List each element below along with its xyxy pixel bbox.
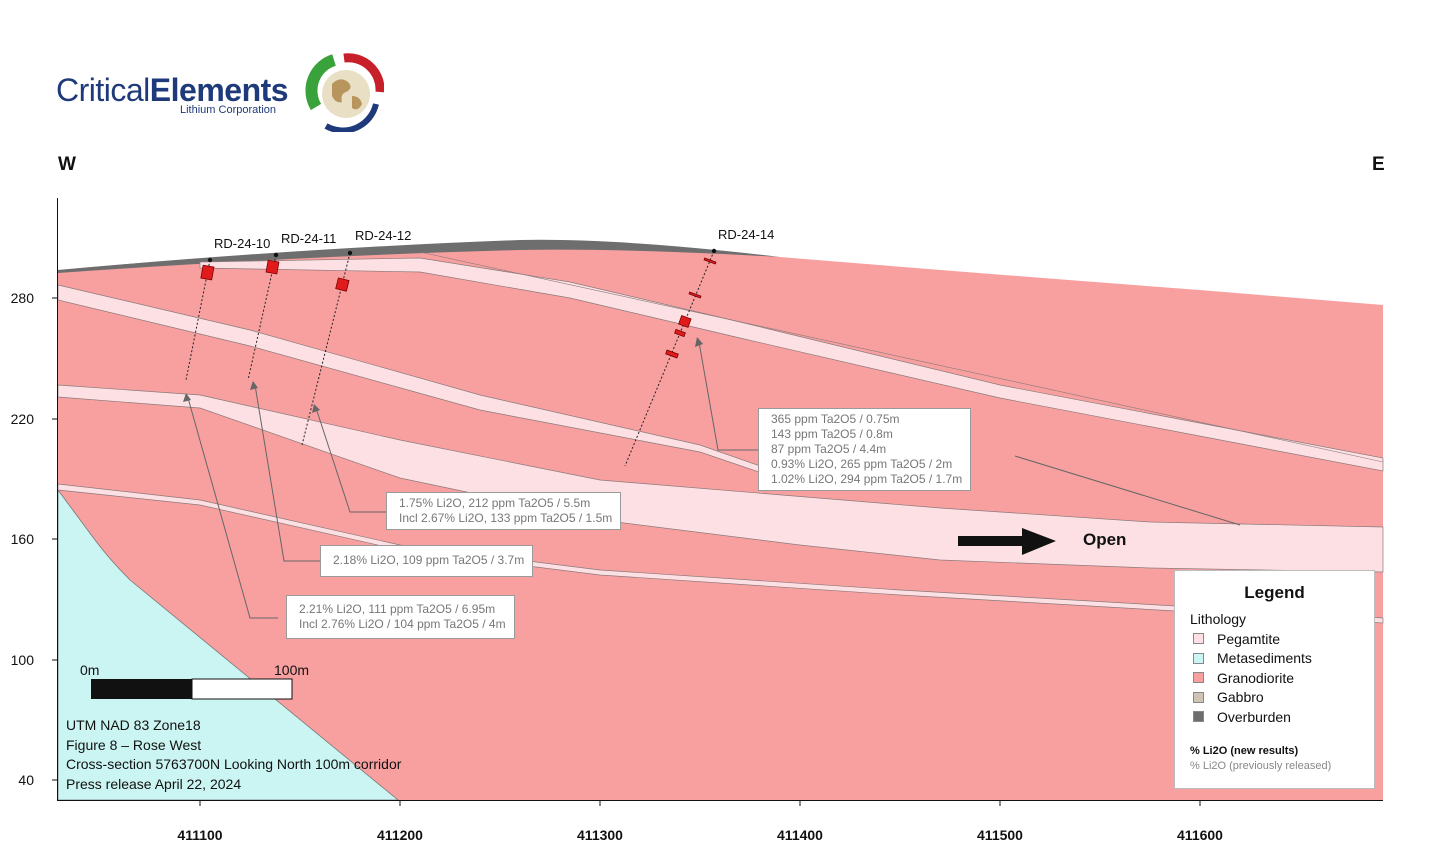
- y-ticks: [52, 297, 58, 781]
- x-tick-label: 411200: [377, 827, 423, 843]
- legend-swatch: [1193, 672, 1204, 684]
- scale-end-label: 100m: [274, 662, 309, 678]
- figure-info: UTM NAD 83 Zone18 Figure 8 – Rose West C…: [66, 716, 401, 794]
- x-tick-label: 411500: [977, 827, 1023, 843]
- legend-swatch: [1193, 711, 1204, 723]
- legend: Legend Lithology Pegamtite Metasediments…: [1174, 570, 1375, 789]
- legend-swatch: [1193, 633, 1204, 645]
- open-label: Open: [1083, 530, 1127, 549]
- callout-rd-24-12: 1.75% Li2O, 212 ppm Ta2O5 / 5.5m Incl 2.…: [386, 492, 622, 530]
- open-arrow: [958, 528, 1056, 555]
- callout-line: Incl 2.67% Li2O, 133 ppm Ta2O5 / 1.5m: [399, 511, 613, 525]
- callout-arrowheads: [183, 337, 703, 413]
- info-line: Press release April 22, 2024: [66, 775, 242, 792]
- x-tick-label: 411300: [577, 827, 623, 843]
- legend-item: Metasediments: [1193, 649, 1312, 669]
- drillhole-label: RD-24-10: [214, 236, 270, 251]
- company-logo: CriticalElements Lithium Corporation: [56, 50, 396, 140]
- legend-previous-results: % Li2O (previously released): [1190, 760, 1332, 772]
- y-tick-label: 220: [11, 411, 35, 427]
- legend-title: Legend: [1244, 583, 1305, 602]
- callout-rd-24-10: 2.21% Li2O, 111 ppm Ta2O5 / 6.95m Incl 2…: [286, 595, 515, 639]
- pegmatite-dyke-1: [199, 257, 1384, 472]
- mineralized-intercepts: [200, 257, 717, 359]
- callout-line: 1.75% Li2O, 212 ppm Ta2O5 / 5.5m: [399, 496, 591, 510]
- legend-new-results: % Li2O (new results): [1190, 745, 1299, 757]
- info-line: Figure 8 – Rose West: [66, 736, 202, 753]
- globe-icon: [305, 53, 384, 132]
- x-tick-label: 411400: [777, 827, 823, 843]
- y-tick-label: 160: [11, 531, 35, 547]
- callout-line: 0.93% Li2O, 265 ppm Ta2O5 / 2m: [771, 457, 953, 471]
- y-tick-label: 100: [11, 652, 35, 668]
- collars: [207, 248, 717, 263]
- overburden-layer: [58, 239, 780, 273]
- callout-line: Incl 2.76% Li2O / 104 ppm Ta2O5 / 4m: [299, 617, 506, 631]
- info-line: UTM NAD 83 Zone18: [66, 717, 201, 733]
- legend-items: Pegamtite Metasediments Granodiorite Gab…: [1193, 629, 1312, 727]
- drillhole-label: RD-24-11: [281, 231, 336, 246]
- callout-line: 2.21% Li2O, 111 ppm Ta2O5 / 6.95m: [299, 602, 496, 616]
- callout-leaders: [187, 341, 1241, 619]
- contact-line: [419, 251, 1384, 463]
- legend-item: Granodiorite: [1193, 668, 1312, 688]
- legend-item-label: Pegamtite: [1217, 630, 1281, 647]
- west-label: W: [58, 154, 76, 175]
- legend-subtitle: Lithology: [1190, 611, 1247, 627]
- legend-swatch: [1193, 652, 1204, 664]
- info-line: Cross-section 5763700N Looking North 100…: [66, 756, 402, 772]
- callout-line: 2.18% Li2O, 109 ppm Ta2O5 / 3.7m: [333, 553, 525, 567]
- logo-wordmark: CriticalElements: [56, 72, 289, 108]
- scale-bar: 0m 100m: [80, 662, 309, 700]
- x-ticks: [199, 800, 1201, 806]
- callout-line: 143 ppm Ta2O5 / 0.8m: [771, 427, 893, 441]
- metasediments-body: [57, 488, 400, 801]
- legend-item-label: Overburden: [1217, 708, 1291, 725]
- legend-item-label: Gabbro: [1217, 689, 1264, 706]
- callout-line: 1.02% Li2O, 294 ppm Ta2O5 / 1.7m: [771, 472, 963, 486]
- y-tick-label: 280: [11, 290, 35, 306]
- drillhole-label: RD-24-14: [718, 227, 774, 242]
- legend-item: Gabbro: [1193, 688, 1312, 708]
- scale-start-label: 0m: [80, 662, 99, 678]
- east-label: E: [1372, 154, 1385, 175]
- legend-item: Overburden: [1193, 707, 1312, 727]
- legend-item-label: Metasediments: [1217, 650, 1312, 667]
- drillhole-label: RD-24-12: [355, 228, 411, 243]
- callout-line: 365 ppm Ta2O5 / 0.75m: [771, 412, 900, 426]
- legend-item-label: Granodiorite: [1217, 669, 1295, 686]
- legend-item: Pegamtite: [1193, 629, 1312, 649]
- x-tick-label: 411600: [1177, 827, 1223, 843]
- legend-swatch: [1193, 691, 1204, 703]
- callout-rd-24-11: 2.18% Li2O, 109 ppm Ta2O5 / 3.7m: [320, 545, 534, 577]
- x-tick-label: 411100: [177, 827, 222, 843]
- callout-line: 87 ppm Ta2O5 / 4.4m: [771, 442, 887, 456]
- y-tick-label: 40: [18, 772, 34, 788]
- logo-subtitle: Lithium Corporation: [180, 104, 276, 116]
- callout-rd-24-14: 365 ppm Ta2O5 / 0.75m 143 ppm Ta2O5 / 0.…: [758, 408, 972, 491]
